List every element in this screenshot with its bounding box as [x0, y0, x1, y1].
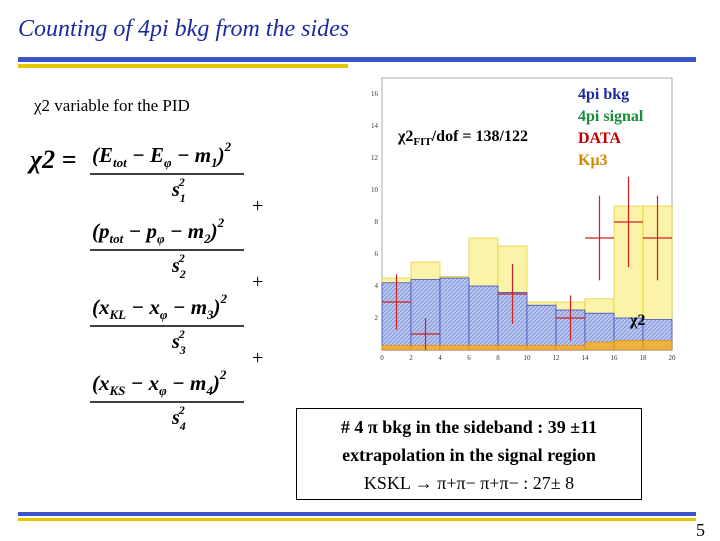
- data-point: [643, 195, 672, 281]
- bar-kmu3: [555, 344, 586, 351]
- bar-4pi-bkg: [526, 304, 557, 351]
- data-point: [614, 176, 643, 268]
- bar-kmu3: [468, 344, 499, 351]
- bar-kmu3: [584, 341, 615, 351]
- result-line-2: extrapolation in the signal region: [342, 445, 596, 465]
- x-tick-label: 10: [524, 354, 532, 362]
- result-line-3: KSKL → π+π− π+π− : 27± 8: [363, 473, 575, 493]
- formula-denominator: s22: [171, 251, 186, 281]
- bar-kmu3: [439, 344, 470, 351]
- formula-plus-sign: +: [252, 195, 263, 217]
- bar-kmu3: [642, 340, 673, 351]
- y-tick-label: 8: [375, 218, 379, 226]
- bottom-accent-rule: [18, 518, 696, 521]
- page-number: 5: [696, 520, 705, 540]
- y-tick-label: 12: [371, 154, 379, 162]
- data-point: [585, 195, 614, 281]
- chi2-histogram: 0 2 4 6 8 10 12 14 16 18 20 2 4 6 8 10 12 14 16: [371, 77, 677, 362]
- formula-numerator: (ptot − pφ − m2)2: [92, 215, 225, 246]
- fit-sub: FIT: [413, 136, 432, 149]
- result-line-1: # 4 π bkg in the sideband : 39 ±11: [340, 417, 598, 437]
- legend-4pi-signal: 4pi signal: [578, 108, 644, 125]
- formula-denominator: s12: [171, 175, 186, 205]
- result-box: # 4 π bkg in the sideband : 39 ±11 extra…: [296, 408, 642, 500]
- x-tick-label: 6: [467, 354, 471, 362]
- formula-denominator: s42: [171, 403, 186, 433]
- fit-quality-label: χ2FIT/dof = 138/122: [398, 128, 528, 148]
- fit-chi2: χ2: [398, 128, 414, 145]
- formula-term-4: + (xKS − xφ − m4)2 s42: [90, 347, 263, 433]
- data-point: [556, 295, 585, 341]
- y-tick-label: 10: [371, 186, 379, 194]
- formula-numerator: (Etot − Eφ − m1)2: [92, 139, 232, 170]
- x-tick-label: 12: [553, 354, 561, 362]
- bar-kmu3: [613, 340, 644, 351]
- bar-kmu3: [526, 344, 557, 351]
- formula-plus-sign: +: [252, 347, 263, 369]
- data-point: [411, 318, 440, 350]
- x-tick-label: 20: [669, 354, 677, 362]
- y-tick-label: 16: [371, 90, 379, 98]
- y-tick-label: 4: [375, 282, 379, 290]
- bar-4pi-bkg: [439, 277, 470, 351]
- x-axis-label: χ2: [630, 312, 646, 329]
- formula-numerator: (xKS − xφ − m4)2: [92, 367, 227, 398]
- x-tick-label: 18: [640, 354, 648, 362]
- formula-denominator: s32: [171, 327, 186, 357]
- formula-plus-sign: +: [252, 271, 263, 293]
- y-tick-label: 6: [375, 250, 379, 258]
- formula-term-3: + (xKL − xφ − m3)2 s32: [90, 271, 263, 357]
- y-tick-label: 2: [375, 314, 379, 322]
- legend-4pi-bkg: 4pi bkg: [578, 86, 630, 103]
- pid-subtitle: χ2 variable for the PID: [34, 96, 190, 115]
- formula-term-2: + (ptot − pφ − m2)2 s22: [90, 195, 263, 281]
- x-tick-label: 0: [380, 354, 384, 362]
- legend: 4pi bkg 4pi signal DATA Kμ3: [578, 84, 643, 172]
- bar-kmu3: [497, 344, 528, 351]
- slide-title: Counting of 4pi bkg from the sides: [18, 16, 350, 42]
- formula-lhs: χ2 =: [27, 145, 76, 174]
- formula-numerator: (xKL − xφ − m3)2: [92, 291, 228, 322]
- top-accent-rule: [18, 64, 348, 68]
- top-rule: [18, 57, 696, 62]
- x-tick-label: 14: [582, 354, 590, 362]
- legend-kmu3: Kμ3: [578, 152, 608, 169]
- legend-data: DATA: [578, 130, 621, 147]
- x-tick-label: 16: [611, 354, 619, 362]
- x-tick-label: 8: [496, 354, 500, 362]
- x-tick-label: 2: [409, 354, 413, 362]
- chi2-formula: χ2 = (Etot − Eφ − m1)2 s12 + (ptot − pφ − m…: [27, 139, 263, 433]
- bottom-rule: [18, 512, 696, 516]
- data-point: [498, 264, 527, 324]
- fit-dof: /dof = 138/122: [431, 128, 528, 145]
- bar-4pi-bkg: [468, 285, 499, 351]
- bar-kmu3: [381, 344, 412, 351]
- y-tick-label: 14: [371, 122, 379, 130]
- formula-term-1: (Etot − Eφ − m1)2 s12: [90, 139, 244, 205]
- x-tick-label: 4: [438, 354, 442, 362]
- data-point: [382, 274, 411, 330]
